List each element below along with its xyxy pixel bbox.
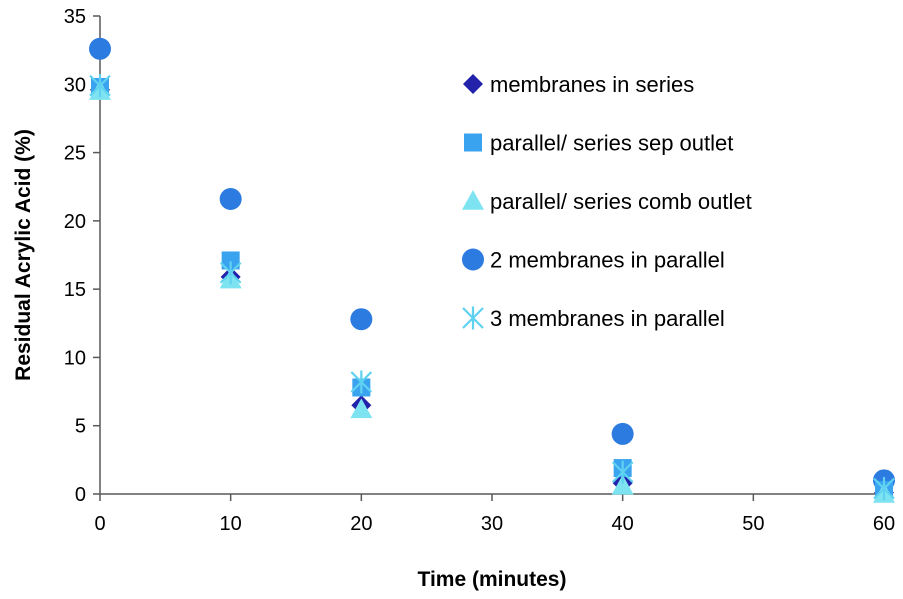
legend-marker [462, 190, 484, 210]
data-point [350, 398, 373, 419]
x-tick-label: 20 [350, 513, 372, 535]
x-tick-label: 30 [481, 513, 503, 535]
y-tick-label: 10 [64, 347, 86, 369]
series-5 [89, 74, 895, 501]
data-point [350, 370, 373, 394]
data-point [611, 422, 634, 445]
data-point [611, 474, 634, 495]
legend: membranes in series parallel/ series sep … [462, 72, 752, 331]
y-tick-label: 30 [64, 74, 86, 96]
y-tick-label: 35 [64, 6, 86, 28]
y-tick-label: 5 [75, 416, 86, 438]
x-tick-label: 40 [612, 513, 634, 535]
legend-label: parallel/ series comb outlet [490, 189, 752, 214]
y-tick-label: 20 [64, 211, 86, 233]
y-tick-label: 0 [75, 484, 86, 506]
data-point [219, 188, 242, 211]
legend-label: 3 membranes in parallel [490, 306, 725, 331]
x-tick-label: 10 [220, 513, 242, 535]
data-point [350, 308, 373, 331]
data-point [221, 251, 240, 270]
axes [93, 15, 885, 501]
data-point [611, 460, 634, 484]
tick-labels: 0 5 10 15 20 25 30 35 0 10 20 30 40 50 60 [64, 6, 895, 535]
x-axis-title: Time (minutes) [418, 568, 567, 591]
legend-marker [464, 133, 482, 152]
legend-marker [463, 74, 483, 94]
data-point [89, 74, 111, 98]
legend-marker [462, 306, 484, 330]
x-tick-label: 50 [742, 513, 764, 535]
data-point [89, 37, 111, 60]
data-point [219, 261, 242, 285]
y-tick-label: 15 [64, 279, 86, 301]
legend-label: 2 membranes in parallel [490, 248, 725, 273]
legend-marker [462, 248, 484, 271]
x-tick-label: 0 [94, 513, 105, 535]
data-points [89, 37, 895, 503]
y-axis-title: Residual Acrylic Acid (%) [12, 129, 35, 381]
data-point [873, 477, 895, 501]
legend-label: membranes in series [490, 72, 694, 97]
legend-label: parallel/ series sep outlet [490, 131, 733, 156]
x-tick-label: 60 [873, 513, 895, 535]
y-tick-label: 25 [64, 143, 86, 165]
